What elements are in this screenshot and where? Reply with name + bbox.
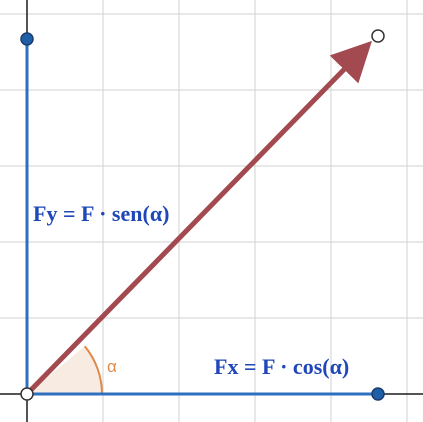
angle-alpha-label: α [107,357,117,376]
force-vector-arrow[interactable] [24,40,372,397]
fy-formula-label: Fy = F · sen(α) [33,201,169,226]
angle-alpha-arc [83,345,103,395]
fy-endpoint[interactable] [20,32,34,46]
fx-endpoint[interactable] [371,387,385,401]
angle-alpha-sector [27,346,102,394]
force-tip-point[interactable] [371,29,385,43]
origin-point[interactable] [20,387,34,401]
fx-formula-label: Fx = F · cos(α) [214,354,349,379]
